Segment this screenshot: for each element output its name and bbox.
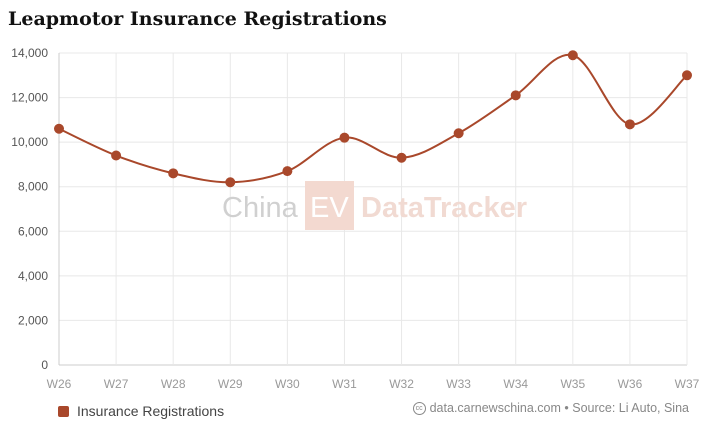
data-point — [282, 166, 293, 177]
data-point — [396, 152, 407, 163]
y-tick-label: 0 — [41, 358, 48, 372]
x-tick-label: W28 — [161, 377, 186, 391]
data-point — [54, 123, 64, 134]
source-credit: cc data.carnewschina.com • Source: Li Au… — [412, 401, 689, 415]
y-tick-label: 14,000 — [11, 46, 48, 60]
data-point — [567, 50, 578, 61]
watermark-datatracker: DataTracker — [361, 192, 527, 224]
data-point — [510, 90, 521, 101]
x-tick-label: W33 — [446, 377, 471, 391]
data-point — [624, 119, 635, 130]
creative-commons-icon: cc — [412, 401, 426, 415]
watermark-ev-box — [305, 181, 354, 230]
x-tick-label: W34 — [503, 377, 528, 391]
x-tick-label: W27 — [104, 377, 129, 391]
legend-swatch — [58, 405, 69, 417]
y-tick-label: 2,000 — [18, 313, 48, 327]
data-point — [168, 168, 179, 179]
legend-label: Insurance Registrations — [77, 403, 225, 419]
watermark-ev: EV — [310, 192, 349, 224]
watermark-china: China — [222, 192, 299, 224]
data-point — [339, 132, 350, 143]
x-tick-label: W30 — [275, 377, 300, 391]
x-tick-label: W31 — [332, 377, 357, 391]
data-point — [682, 70, 692, 81]
y-tick-label: 4,000 — [18, 269, 48, 283]
chart-title: Leapmotor Insurance Registrations — [8, 8, 387, 30]
x-tick-label: W36 — [618, 377, 643, 391]
data-point — [225, 177, 236, 188]
data-point — [453, 128, 464, 139]
y-tick-label: 12,000 — [11, 91, 48, 105]
x-tick-label: W37 — [675, 377, 700, 391]
credit-text: data.carnewschina.com • Source: Li Auto,… — [429, 401, 689, 415]
legend-item[interactable]: Insurance Registrations — [58, 403, 224, 419]
y-tick-label: 10,000 — [11, 135, 48, 149]
x-tick-label: W32 — [389, 377, 414, 391]
y-tick-label: 8,000 — [18, 180, 48, 194]
series-line — [58, 53, 688, 184]
x-tick-label: W35 — [560, 377, 585, 391]
x-tick-label: W26 — [47, 377, 72, 391]
x-tick-label: W29 — [218, 377, 243, 391]
data-point — [111, 150, 122, 161]
y-tick-label: 6,000 — [18, 224, 48, 238]
